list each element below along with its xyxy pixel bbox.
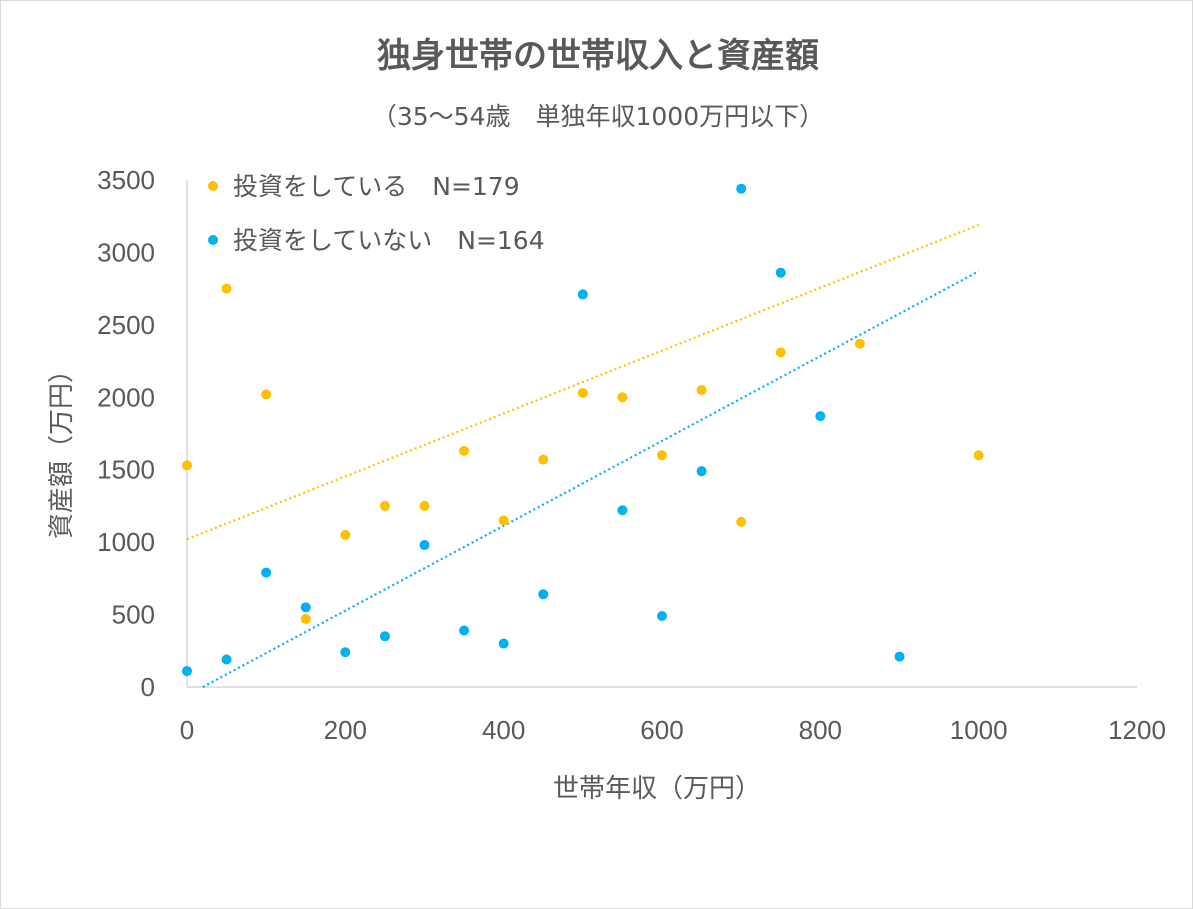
data-point-series-1 — [577, 289, 588, 300]
chart-subtitle: （35～54歳 単独年収1000万円以下） — [372, 102, 824, 131]
y-tick-label: 3000 — [97, 237, 155, 267]
chart-title: 独身世帯の世帯収入と資産額 — [377, 36, 819, 76]
y-axis-label: 資産額（万円） — [47, 357, 77, 539]
data-point-series-1 — [419, 540, 430, 551]
y-tick-label: 2000 — [97, 382, 155, 412]
data-point-series-0 — [854, 338, 865, 349]
data-point-series-1 — [221, 654, 232, 665]
y-tick-label: 1000 — [97, 527, 155, 557]
data-point-series-0 — [775, 347, 786, 358]
trendline-series-1 — [202, 270, 980, 688]
data-point-series-0 — [498, 515, 509, 526]
y-tick-label: 1500 — [97, 455, 155, 485]
data-point-series-0 — [340, 529, 351, 540]
x-tick-label: 200 — [324, 715, 367, 745]
x-axis-label: 世帯年収（万円） — [553, 774, 761, 804]
x-tick-label: 400 — [482, 715, 525, 745]
data-point-series-1 — [775, 267, 786, 278]
x-tick-label: 0 — [180, 715, 194, 745]
legend-label-invest: 投資をしている N=179 — [233, 172, 520, 201]
x-tick-label: 800 — [799, 715, 842, 745]
data-point-series-0 — [379, 500, 390, 511]
y-tick-label: 500 — [112, 600, 155, 630]
y-tick-label: 2500 — [97, 310, 155, 340]
data-points — [182, 183, 984, 677]
x-tick-labels: 0 200 400 600 800 1000 1200 — [180, 715, 1166, 745]
data-point-series-1 — [538, 589, 549, 600]
data-point-series-1 — [300, 602, 311, 613]
y-tick-label: 0 — [141, 672, 155, 702]
data-point-series-1 — [736, 183, 747, 194]
data-point-series-1 — [617, 505, 628, 516]
data-point-series-1 — [657, 611, 667, 622]
data-point-series-0 — [221, 283, 232, 294]
data-point-series-0 — [736, 516, 747, 527]
data-point-series-1 — [894, 651, 905, 662]
data-point-series-1 — [340, 647, 351, 658]
data-point-series-0 — [538, 454, 549, 465]
data-point-series-1 — [379, 631, 390, 642]
trendlines — [186, 223, 980, 688]
data-point-series-1 — [459, 625, 470, 636]
legend-marker-no-invest — [208, 235, 218, 245]
data-point-series-0 — [696, 385, 707, 396]
data-point-series-1 — [261, 567, 272, 578]
x-tick-label: 1200 — [1108, 715, 1166, 745]
y-tick-labels: 0 500 1000 1500 2000 2500 3000 3500 — [97, 165, 155, 702]
data-point-series-0 — [617, 392, 628, 403]
data-point-series-0 — [182, 460, 192, 471]
data-point-series-1 — [182, 666, 192, 677]
data-point-series-0 — [419, 500, 430, 511]
x-tick-label: 600 — [640, 715, 683, 745]
legend-marker-invest — [208, 181, 218, 191]
legend-label-no-invest: 投資をしていない N=164 — [233, 226, 545, 255]
data-point-series-0 — [261, 389, 272, 400]
y-tick-label: 3500 — [97, 165, 155, 195]
data-point-series-1 — [696, 466, 707, 477]
trendline-series-0 — [186, 223, 980, 541]
data-point-series-1 — [815, 411, 826, 422]
data-point-series-0 — [973, 450, 984, 461]
data-point-series-0 — [300, 613, 311, 624]
legend: 投資をしている N=179 投資をしていない N=164 — [208, 172, 545, 255]
data-point-series-0 — [459, 445, 470, 456]
data-point-series-0 — [577, 387, 588, 398]
data-point-series-1 — [498, 638, 509, 649]
x-tick-label: 1000 — [950, 715, 1008, 745]
axes — [186, 180, 1137, 688]
data-point-series-0 — [657, 450, 667, 461]
